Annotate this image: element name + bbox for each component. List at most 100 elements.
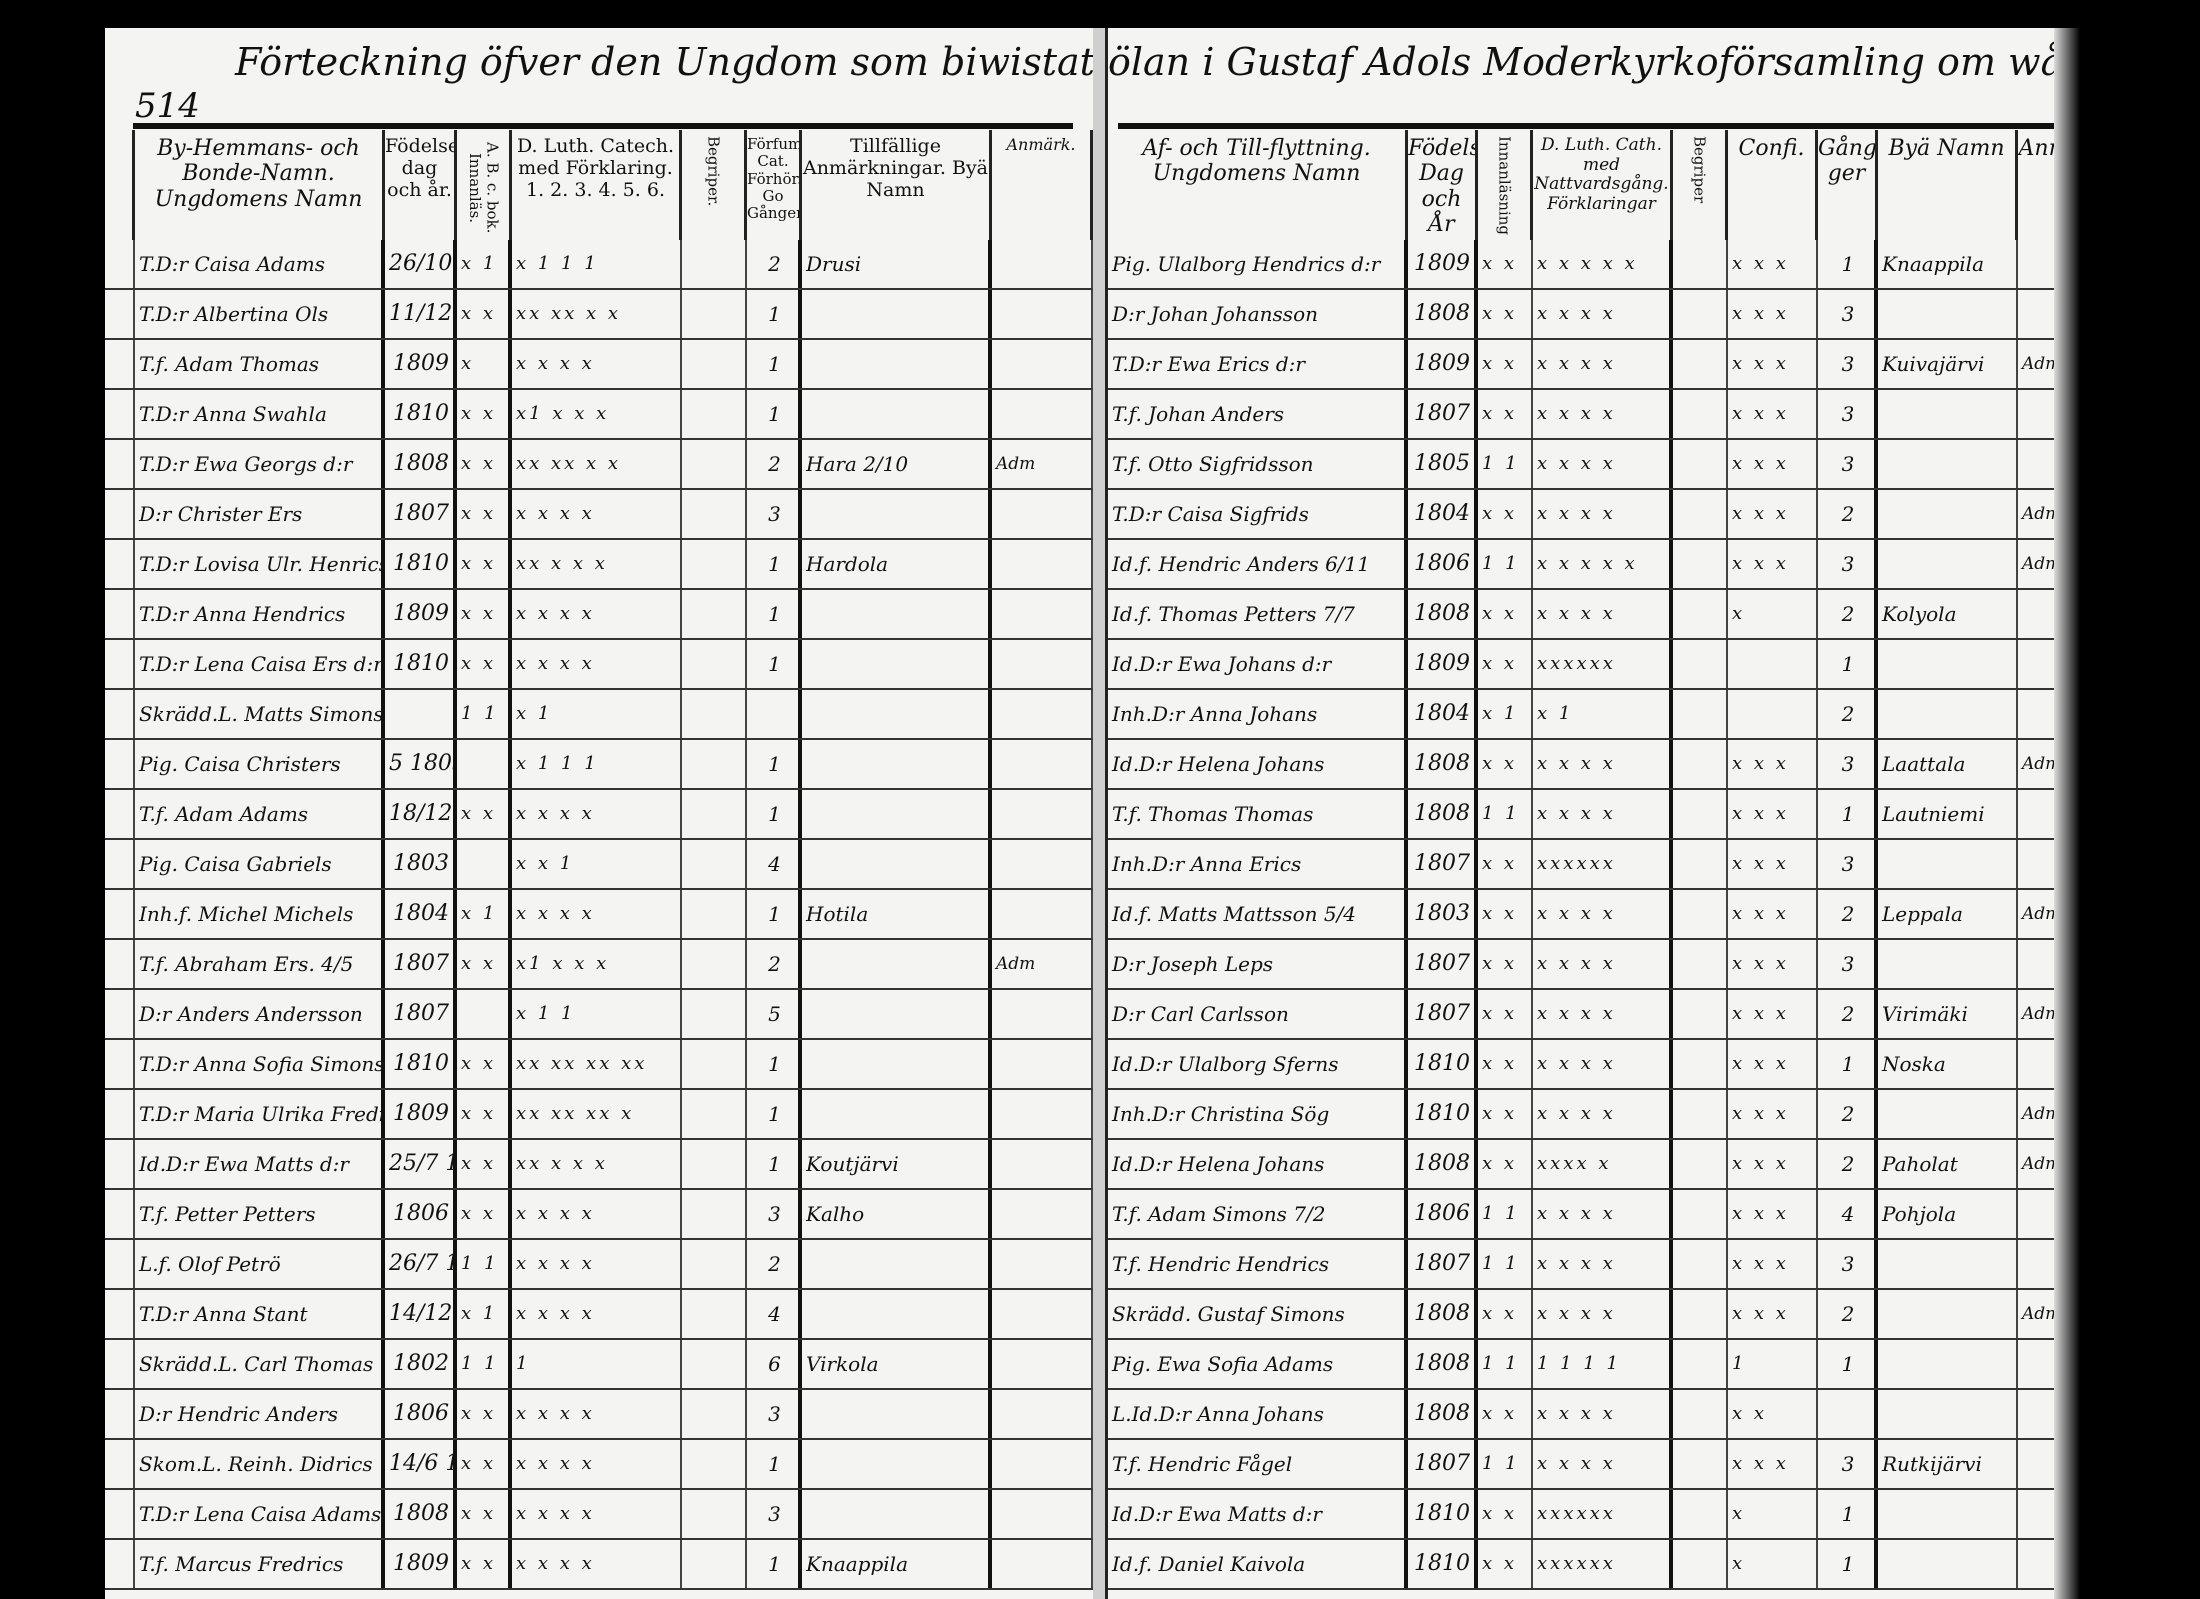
cell-cnt: 3 [747,1390,802,1438]
cell-ab: x x [457,940,512,988]
cell-cnt: 4 [747,1290,802,1338]
cell-marks: x x x x [1533,1440,1673,1488]
cell-margin [682,990,747,1038]
cell-marks: x 1 [1533,690,1673,738]
cell-margin [1673,1490,1728,1538]
cell-marks: x x x x [1533,1040,1673,1088]
cell-name: D:r Carl Carlsson [1108,990,1408,1038]
cell-date: 1810 [1408,1490,1478,1538]
cell-ab: 1 1 [1478,440,1533,488]
cell-date: 1808 [1408,590,1478,638]
cell-name: T.D:r Caisa Sigfrids [1108,490,1408,538]
cell-margin [1673,1240,1728,1288]
cell-ab: x 1 [457,240,512,288]
cell-date: 1804 [1408,690,1478,738]
cell-date: 1808 [1408,740,1478,788]
register-row: Id.D:r Ewa Johans d:r 1809 x x xxxxxx 1 [1108,640,2080,690]
cell-margin [105,1140,135,1188]
cell-margin [682,1440,747,1488]
cell-date: 1807 [1408,940,1478,988]
cell-date: 1808 [1408,790,1478,838]
cell-anm [992,1440,1093,1488]
cell-margin [682,790,747,838]
cell-ab: 1 1 [1478,1440,1533,1488]
cell-ab: 1 1 [1478,540,1533,588]
cell-name: T.f. Adam Thomas [135,340,385,388]
cell-marks: x x x x [1533,740,1673,788]
cell-date: 1806 [385,1190,457,1238]
cell-date: 25/7 1807 [385,1140,457,1188]
cell-name: Id.D:r Helena Johans [1108,740,1408,788]
cell-conf: x x x [1728,1440,1818,1488]
cell-anm [992,1040,1093,1088]
cell-date: 1810 [1408,1040,1478,1088]
cell-marks: x x 1 [512,840,682,888]
cell-date: 1807 [385,490,457,538]
cell-marks: xxxxxx [1533,840,1673,888]
cell-name: D:r Christer Ers [135,490,385,538]
cell-cnt: 2 [1818,690,1878,738]
cell-village [1878,640,2018,688]
header-gang: Gång ger [1818,130,1878,240]
cell-conf [1728,640,1818,688]
cell-margin [105,840,135,888]
cell-margin [682,840,747,888]
cell-cnt: 6 [747,1340,802,1388]
cell-ab: 1 1 [1478,1340,1533,1388]
cell-date: 1809 [385,1090,457,1138]
cell-margin [105,690,135,738]
cell-village [1878,840,2018,888]
cell-cnt: 1 [1818,240,1878,288]
cell-conf: x x x [1728,1190,1818,1238]
cell-cnt: 3 [1818,840,1878,888]
cell-date: 1809 [1408,240,1478,288]
cell-anm: Adm [992,940,1093,988]
cell-marks: x x x x [1533,490,1673,538]
cell-ab [457,840,512,888]
cell-margin [1673,490,1728,538]
cell-margin [1673,590,1728,638]
cell-date: 1808 [1408,1340,1478,1388]
header-begriper: Begriper [1690,136,1709,204]
cell-date: 26/7 1807 [385,1240,457,1288]
cell-ab: 1 1 [1478,1190,1533,1238]
cell-margin [682,1090,747,1138]
cell-village [1878,940,2018,988]
cell-date: 1809 [385,1540,457,1588]
register-row: T.D:r Lovisa Ulr. Henrics 1810 x x xx x x x… [105,540,1093,590]
cell-cnt: 1 [1818,1490,1878,1538]
cell-cnt: 1 [747,390,802,438]
cell-village: Kuivajärvi [1878,340,2018,388]
cell-conf: x x x [1728,790,1818,838]
cell-marks: x x x x [1533,990,1673,1038]
cell-marks: x x x x [1533,590,1673,638]
cell-margin [1673,1190,1728,1238]
cell-village [802,1440,992,1488]
cell-village [1878,290,2018,338]
cell-anm [992,740,1093,788]
header-ab-cell: Innanläsning [1478,130,1533,240]
cell-name: Inh.D:r Anna Johans [1108,690,1408,738]
cell-conf: x x x [1728,240,1818,288]
cell-marks: x1 x x x [512,390,682,438]
cell-ab: x x [457,540,512,588]
cell-cnt: 1 [1818,1340,1878,1388]
cell-marks: x 1 [512,690,682,738]
cell-margin [1673,1440,1728,1488]
cell-ab: x x [1478,340,1533,388]
cell-date: 1804 [1408,490,1478,538]
cell-cnt [1818,1390,1878,1438]
cell-village [802,790,992,838]
left-page: Förteckning öfver den Ungdom som biwista… [105,28,1093,1599]
cell-cnt: 1 [1818,790,1878,838]
cell-ab: x x [1478,990,1533,1038]
